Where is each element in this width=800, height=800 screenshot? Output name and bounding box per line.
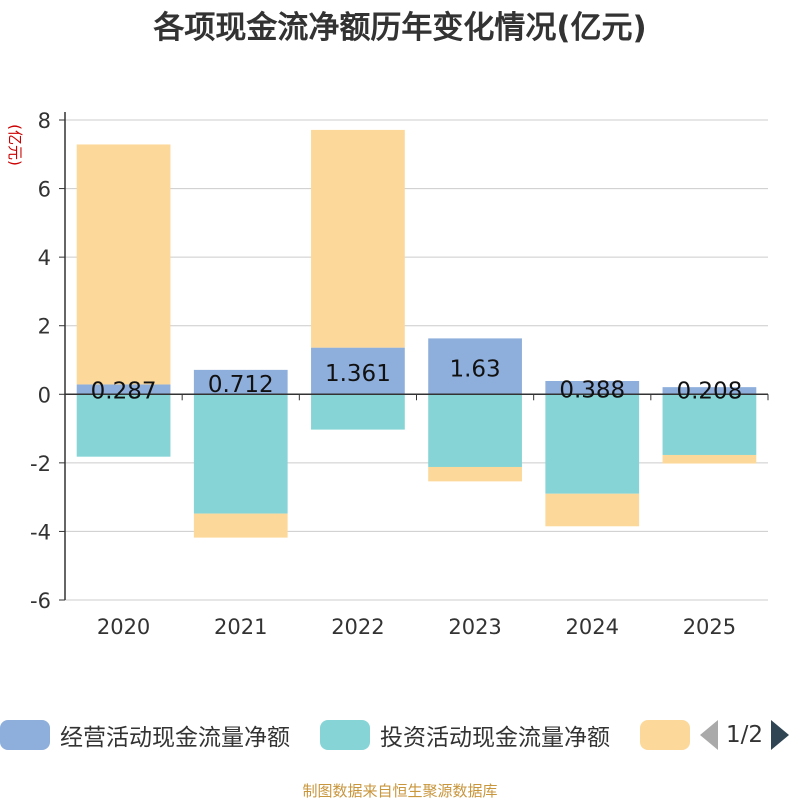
x-tick-label: 2024 (566, 615, 619, 639)
y-tick-label: -2 (30, 452, 51, 476)
chart-title: 各项现金流净额历年变化情况(亿元) (152, 10, 646, 46)
legend-pager: 1/2 (700, 718, 790, 752)
bar-series1-2022[interactable] (311, 394, 405, 430)
bar-series2-2025[interactable] (662, 454, 757, 464)
data-label-2024: 0.388 (559, 378, 625, 404)
legend-prev-icon[interactable] (700, 720, 718, 750)
y-tick-label: 4 (38, 246, 51, 270)
legend-next-icon[interactable] (771, 720, 790, 750)
x-tick-label: 2023 (448, 615, 501, 639)
legend-swatch-operating (0, 720, 50, 750)
y-tick-label: 8 (38, 109, 51, 133)
y-tick-label: 6 (38, 178, 51, 202)
bar-series2-2020[interactable] (76, 144, 171, 385)
bar-series1-2020[interactable] (76, 394, 171, 457)
bar-series0-2022[interactable] (311, 347, 405, 395)
bar-series2-2024[interactable] (545, 493, 640, 527)
bar-series1-2024[interactable] (545, 394, 640, 494)
y-tick-label: 2 (38, 315, 51, 339)
y-tick-label: -4 (30, 520, 51, 544)
bar-series0-2021[interactable] (193, 369, 288, 395)
legend-label-operating: 经营活动现金流量净额 (60, 725, 290, 751)
x-tick-label: 2022 (331, 615, 384, 639)
x-tick-label: 2021 (214, 615, 267, 639)
bar-series1-2021[interactable] (193, 394, 288, 514)
bar-series2-2023[interactable] (428, 466, 522, 482)
data-label-2023: 1.63 (449, 356, 500, 382)
bar-series1-2025[interactable] (662, 394, 757, 455)
bar-series2-2022[interactable] (311, 129, 405, 348)
y-tick-label: 0 (38, 383, 51, 407)
y-axis-label: (亿元) (6, 124, 24, 166)
y-tick-label: -6 (30, 589, 51, 613)
legend-swatch-financing (640, 720, 690, 750)
legend-swatch-investing (320, 720, 370, 750)
gridlines (65, 119, 768, 601)
data-label-2025: 0.208 (676, 378, 742, 404)
data-label-2022: 1.361 (325, 361, 391, 387)
legend-item-financing[interactable] (640, 718, 690, 752)
data-labels: 0.287 0.712 1.361 1.63 0.388 0.208 (91, 356, 743, 404)
bar-series0-2020[interactable] (76, 384, 171, 395)
bar-series0-2025[interactable] (662, 387, 757, 395)
legend-page-indicator: 1/2 (726, 722, 764, 748)
legend-item-investing[interactable]: 投资活动现金流量净额 (320, 718, 610, 752)
bar-series0-2023[interactable] (428, 338, 522, 395)
x-tick-label: 2020 (97, 615, 150, 639)
bar-series0-2024[interactable] (545, 380, 640, 395)
bar-series1-2023[interactable] (428, 394, 522, 467)
bars (76, 129, 757, 538)
legend-label-investing: 投资活动现金流量净额 (380, 725, 610, 751)
data-label-2020: 0.287 (91, 378, 157, 404)
source-note: 制图数据来自恒生聚源数据库 (302, 782, 497, 800)
legend-item-operating[interactable]: 经营活动现金流量净额 (0, 718, 290, 752)
bar-series2-2021[interactable] (193, 513, 288, 538)
data-label-2021: 0.712 (208, 372, 274, 398)
x-tick-label: 2025 (683, 615, 736, 639)
axes: 8 6 4 2 0 -2 -4 -6 2020 2021 2022 2023 2024 2025 (30, 109, 769, 639)
